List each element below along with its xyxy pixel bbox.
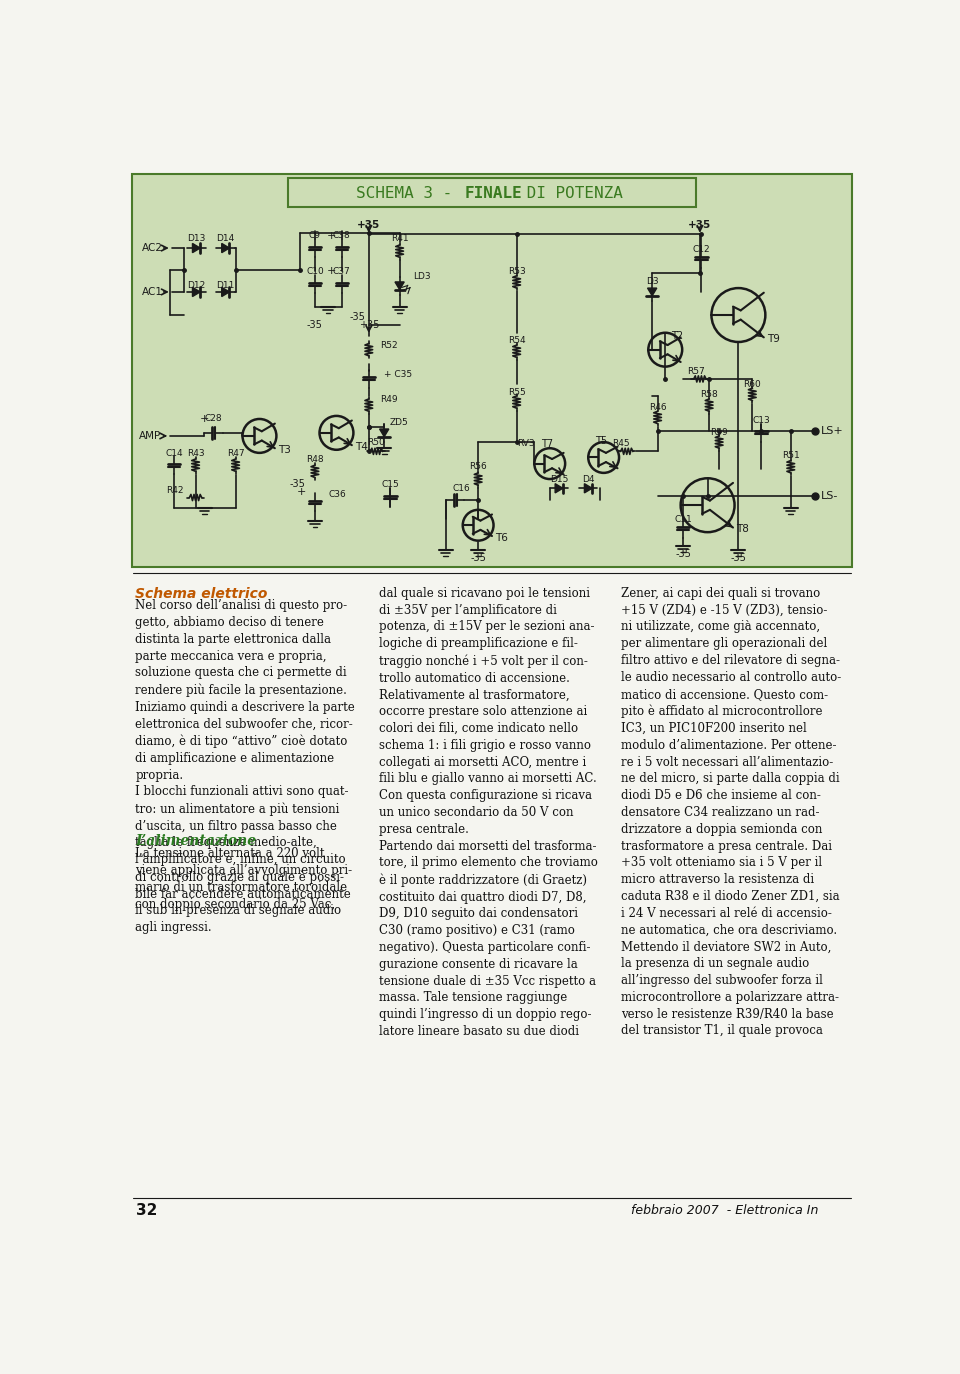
- Text: DI POTENZA: DI POTENZA: [517, 185, 623, 201]
- Text: R57: R57: [687, 367, 705, 375]
- Text: R53: R53: [508, 267, 525, 276]
- Text: R49: R49: [380, 396, 398, 404]
- Text: R55: R55: [508, 387, 525, 397]
- Text: T5: T5: [595, 436, 608, 445]
- Text: -35: -35: [290, 480, 305, 489]
- Text: C15: C15: [381, 480, 399, 489]
- Text: R58: R58: [700, 390, 718, 398]
- Text: T9: T9: [767, 334, 780, 344]
- Text: C11: C11: [674, 515, 692, 523]
- Text: C13: C13: [753, 416, 770, 425]
- Text: 32: 32: [136, 1204, 157, 1217]
- Text: AC2: AC2: [142, 243, 162, 253]
- Text: RV3: RV3: [516, 440, 535, 448]
- Text: +35: +35: [359, 320, 379, 330]
- Polygon shape: [585, 484, 592, 493]
- Text: D11: D11: [216, 280, 235, 290]
- Text: LS-: LS-: [821, 491, 838, 502]
- Text: +35: +35: [357, 220, 380, 229]
- Text: +: +: [327, 231, 337, 240]
- Polygon shape: [222, 287, 229, 297]
- Text: D15: D15: [550, 474, 568, 484]
- Text: -35: -35: [675, 548, 691, 559]
- Text: D14: D14: [216, 235, 234, 243]
- Text: R46: R46: [649, 403, 666, 412]
- Text: D4: D4: [582, 474, 594, 484]
- Polygon shape: [395, 282, 404, 290]
- Text: C14: C14: [165, 449, 182, 458]
- Text: C28: C28: [204, 415, 222, 423]
- Text: R48: R48: [306, 455, 324, 464]
- Text: Zener, ai capi dei quali si trovano
+15 V (ZD4) e -15 V (ZD3), tensio-
ni utiliz: Zener, ai capi dei quali si trovano +15 …: [621, 587, 842, 1037]
- Text: -35: -35: [731, 552, 746, 562]
- Text: + C35: + C35: [384, 370, 413, 379]
- Text: T8: T8: [736, 523, 749, 534]
- Text: R54: R54: [508, 335, 525, 345]
- Bar: [132, 174, 852, 567]
- Text: R51: R51: [781, 452, 800, 460]
- Bar: [288, 179, 696, 207]
- Text: R45: R45: [612, 440, 630, 448]
- Text: LD3: LD3: [414, 272, 431, 282]
- Text: T7: T7: [541, 438, 554, 449]
- Text: ZD5: ZD5: [390, 418, 408, 427]
- Text: AC1: AC1: [142, 287, 162, 297]
- Text: C10: C10: [306, 267, 324, 276]
- Polygon shape: [192, 243, 201, 253]
- Text: D12: D12: [187, 280, 205, 290]
- Text: LS+: LS+: [821, 426, 844, 436]
- Text: D13: D13: [187, 235, 205, 243]
- Polygon shape: [379, 429, 389, 437]
- Text: FINALE: FINALE: [465, 185, 523, 201]
- Text: Schema elettrico: Schema elettrico: [135, 587, 268, 600]
- Text: T3: T3: [278, 445, 291, 455]
- Text: T2: T2: [671, 331, 683, 341]
- Text: C12: C12: [692, 245, 710, 254]
- Text: C16: C16: [452, 484, 470, 493]
- Polygon shape: [192, 287, 201, 297]
- Polygon shape: [648, 289, 657, 295]
- Text: R47: R47: [227, 449, 245, 458]
- Text: R59: R59: [710, 429, 728, 437]
- Text: L’alimentazione: L’alimentazione: [135, 834, 256, 848]
- Text: R56: R56: [469, 462, 487, 471]
- Text: C36: C36: [328, 491, 347, 499]
- Text: +35: +35: [688, 220, 711, 229]
- Text: -35: -35: [349, 312, 366, 322]
- Text: SCHEMA 3 -: SCHEMA 3 -: [356, 185, 462, 201]
- Text: febbraio 2007  - Elettronica In: febbraio 2007 - Elettronica In: [631, 1204, 818, 1217]
- Text: +: +: [200, 414, 209, 425]
- Text: C9: C9: [309, 231, 321, 240]
- Text: T4: T4: [355, 441, 368, 452]
- Text: -35: -35: [307, 320, 323, 330]
- Text: C37: C37: [333, 267, 350, 276]
- Text: dal quale si ricavano poi le tensioni
di ±35V per l’amplificatore di
potenza, di: dal quale si ricavano poi le tensioni di…: [379, 587, 598, 1037]
- Text: R43: R43: [187, 449, 204, 458]
- Text: La tensione alternata a 220 volt
viene applicata all’avvolgimento pri-
mario di : La tensione alternata a 220 volt viene a…: [135, 848, 352, 911]
- Text: Nel corso dell’analisi di questo pro-
getto, abbiamo deciso di tenere
distinta l: Nel corso dell’analisi di questo pro- ge…: [135, 599, 355, 934]
- Text: T6: T6: [495, 533, 508, 543]
- Text: R60: R60: [743, 379, 761, 389]
- Text: -35: -35: [470, 552, 486, 562]
- Text: R42: R42: [166, 486, 183, 495]
- Text: R41: R41: [391, 234, 408, 243]
- Text: R52: R52: [380, 341, 398, 350]
- Text: +: +: [297, 488, 305, 497]
- Text: AMP: AMP: [139, 431, 161, 441]
- Polygon shape: [555, 484, 563, 493]
- Text: R50: R50: [368, 437, 385, 447]
- Text: +: +: [327, 267, 337, 276]
- Text: C38: C38: [333, 231, 350, 240]
- Text: D3: D3: [646, 278, 659, 286]
- Polygon shape: [222, 243, 229, 253]
